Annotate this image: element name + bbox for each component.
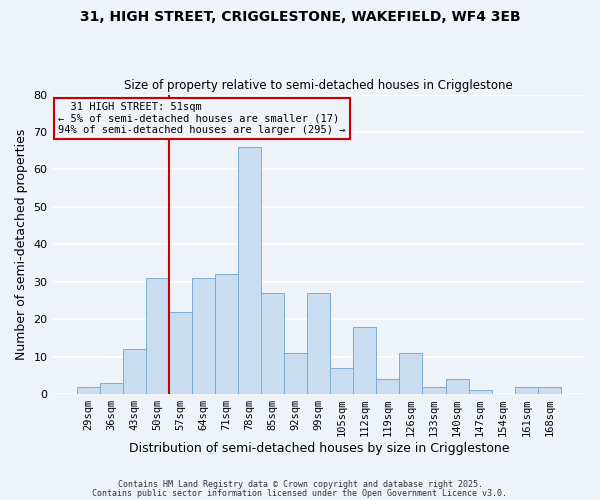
Text: 31 HIGH STREET: 51sqm  
← 5% of semi-detached houses are smaller (17)
94% of sem: 31 HIGH STREET: 51sqm ← 5% of semi-detac… — [58, 102, 346, 135]
Bar — [400, 353, 422, 394]
Bar — [422, 386, 446, 394]
Text: 31, HIGH STREET, CRIGGLESTONE, WAKEFIELD, WF4 3EB: 31, HIGH STREET, CRIGGLESTONE, WAKEFIELD… — [80, 10, 520, 24]
Bar — [538, 386, 561, 394]
Bar — [169, 312, 192, 394]
X-axis label: Distribution of semi-detached houses by size in Crigglestone: Distribution of semi-detached houses by … — [128, 442, 509, 455]
Bar — [123, 349, 146, 394]
Y-axis label: Number of semi-detached properties: Number of semi-detached properties — [15, 128, 28, 360]
Bar — [376, 379, 400, 394]
Bar — [215, 274, 238, 394]
Text: Contains public sector information licensed under the Open Government Licence v3: Contains public sector information licen… — [92, 488, 508, 498]
Bar — [515, 386, 538, 394]
Bar — [469, 390, 491, 394]
Bar — [261, 293, 284, 394]
Bar — [100, 383, 123, 394]
Bar — [238, 147, 261, 394]
Bar — [146, 278, 169, 394]
Bar — [330, 368, 353, 394]
Title: Size of property relative to semi-detached houses in Crigglestone: Size of property relative to semi-detach… — [124, 79, 513, 92]
Bar — [446, 379, 469, 394]
Bar — [307, 293, 330, 394]
Text: Contains HM Land Registry data © Crown copyright and database right 2025.: Contains HM Land Registry data © Crown c… — [118, 480, 482, 489]
Bar — [284, 353, 307, 394]
Bar — [77, 386, 100, 394]
Bar — [353, 326, 376, 394]
Bar — [192, 278, 215, 394]
